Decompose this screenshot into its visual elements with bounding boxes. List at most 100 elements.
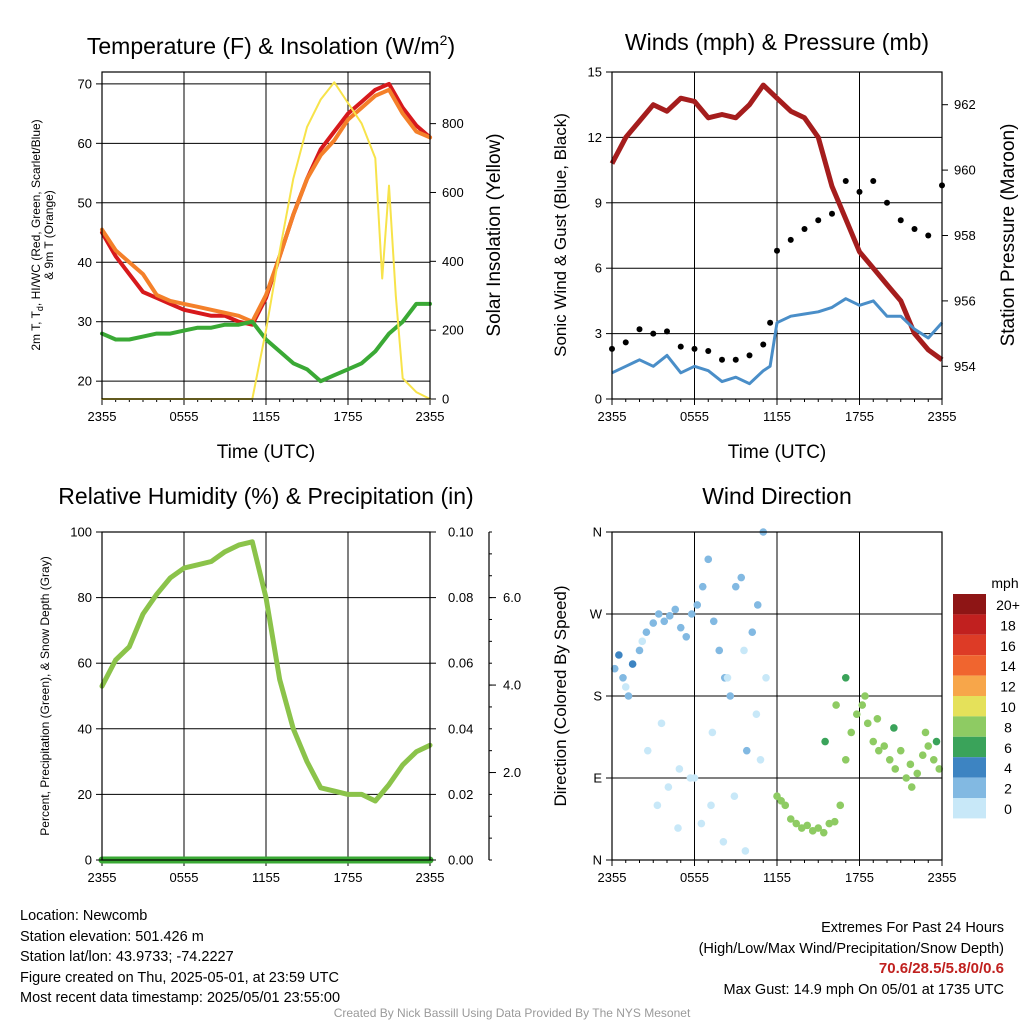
direction-point — [730, 792, 739, 801]
gust-point — [842, 178, 849, 184]
legend-label: 10 — [1000, 699, 1016, 715]
direction-point — [635, 646, 644, 655]
y-right-tick-label: 954 — [954, 359, 976, 374]
y-axis-label: 2m T, Td, HI/WC (Red, Green, Scarlet/Blu… — [29, 119, 56, 350]
direction-point — [740, 646, 748, 655]
direction-point — [880, 742, 889, 750]
gust-point — [925, 232, 932, 239]
y2-axis-label: Solar Insolation (Yellow) — [484, 133, 505, 336]
direction-point — [723, 673, 732, 682]
y-precip-tick-label: 0.08 — [448, 590, 473, 605]
x-tick-label: 0555 — [680, 409, 709, 424]
y-precip-tick-label: 0.04 — [448, 721, 473, 736]
y-axis-label: Sonic Wind & Gust (Blue, Black) — [551, 113, 570, 357]
direction-point — [715, 646, 724, 655]
x-tick-label: 1155 — [763, 409, 791, 424]
y-left-tick-label: 80 — [78, 590, 92, 605]
x-axis-label: Time (UTC) — [728, 442, 827, 463]
direction-point — [615, 651, 623, 659]
recent-timestamp: Most recent data timestamp: 2025/05/01 2… — [20, 990, 341, 1006]
x-tick-label: 1155 — [763, 870, 791, 885]
direction-point — [671, 605, 680, 614]
y-precip-tick-label: 0.10 — [448, 525, 473, 540]
direction-point — [841, 755, 850, 764]
legend-swatch — [953, 798, 986, 819]
y-left-tick-label: 20 — [78, 787, 92, 802]
y-tick-label: E — [593, 771, 602, 786]
y-axis-label: Direction (Colored By Speed) — [551, 585, 570, 806]
direction-point — [726, 692, 735, 700]
y-axis-label: Percent, Precipitation (Green), & Snow D… — [38, 556, 52, 835]
x-tick-label: 1755 — [845, 870, 874, 885]
temperature-panel: Temperature (F) & Insolation (W/m2) 2355 0… — [29, 32, 505, 463]
gust-point — [691, 345, 698, 352]
legend-label: 0 — [1004, 801, 1012, 817]
direction-point — [642, 628, 651, 637]
direction-point — [698, 582, 707, 591]
gust-point — [636, 326, 643, 333]
series-sonic-wind — [611, 297, 944, 386]
direction-point — [819, 828, 828, 837]
y-right-tick-label: 0 — [442, 392, 449, 407]
y-left-tick-label: 60 — [78, 136, 92, 151]
humidity-panel: Relative Humidity (%) & Precipitation (i… — [38, 483, 521, 885]
direction-point — [690, 774, 699, 782]
y-left-tick-label: 30 — [78, 314, 92, 329]
direction-point — [836, 801, 845, 810]
gust-point — [801, 225, 808, 232]
legend-swatch — [953, 777, 986, 798]
legend-label: 14 — [1000, 658, 1016, 674]
direction-point — [929, 755, 938, 764]
y-right-tick-label: 200 — [442, 323, 464, 338]
x-tick-label: 2355 — [88, 870, 117, 885]
y-right-tick-label: 600 — [442, 185, 464, 200]
direction-point — [624, 692, 633, 700]
direction-point — [852, 710, 861, 719]
x-tick-label: 2355 — [416, 409, 445, 424]
y-label-part: 2m T, T — [29, 310, 43, 350]
direction-point — [665, 612, 674, 620]
y-right-tick-label: 956 — [954, 293, 976, 308]
direction-point — [741, 847, 750, 855]
snow-tick-label: 6.0 — [503, 590, 521, 605]
y-precip-tick-label: 0.00 — [448, 853, 473, 868]
direction-point — [873, 714, 882, 723]
y-right-tick-label: 400 — [442, 254, 464, 269]
x-tick-label: 1755 — [334, 409, 363, 424]
snow-tick-label: 4.0 — [503, 678, 521, 693]
plot-frame — [101, 71, 431, 400]
y-label-part: , HI/WC (Red, Green, Scarlet/Blue) — [29, 119, 43, 306]
direction-point — [649, 619, 658, 627]
wind-direction-title: Wind Direction — [702, 483, 852, 509]
direction-point — [869, 737, 878, 746]
station-latlon: Station lat/lon: 43.9733; -74.2227 — [20, 949, 234, 965]
legend-label: 4 — [1004, 760, 1012, 776]
x-tick-label: 1755 — [845, 409, 874, 424]
gust-point — [911, 225, 918, 232]
y-left-tick-label: 100 — [70, 525, 92, 540]
legend-label: 2 — [1004, 781, 1012, 797]
plot-frame — [101, 531, 431, 861]
direction-point — [664, 783, 673, 791]
direction-point — [902, 774, 911, 782]
direction-point — [675, 765, 684, 773]
direction-point — [653, 801, 662, 810]
winds-panel: Winds (mph) & Pressure (mb) 2355 0555 1155 1… — [551, 29, 1019, 463]
wind-direction-panel: Wind Direction 2355 0555 1155 1755 2355 N E S W N D… — [551, 483, 1020, 885]
figure-created: Figure created on Thu, 2025-05-01, at 23… — [20, 969, 339, 986]
direction-point — [861, 692, 869, 700]
y-tick-label: S — [593, 689, 602, 704]
direction-point — [707, 801, 715, 810]
legend-swatch — [953, 634, 986, 656]
legend-label: 16 — [1000, 638, 1016, 654]
direction-point — [821, 737, 829, 746]
direction-point — [742, 746, 751, 755]
legend-label: 6 — [1004, 740, 1012, 756]
credit-line: Created By Nick Bassill Using Data Provi… — [333, 1006, 691, 1020]
direction-point — [731, 582, 740, 591]
legend-label: 8 — [1004, 719, 1012, 735]
gust-point — [719, 356, 725, 363]
direction-point — [896, 746, 905, 755]
direction-point — [932, 737, 941, 746]
